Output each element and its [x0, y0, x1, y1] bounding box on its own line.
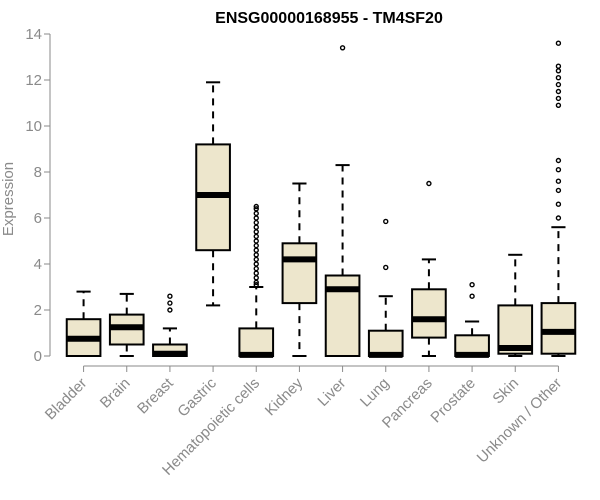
box-hematopoietic-cells	[238, 203, 275, 358]
box-breast	[152, 293, 188, 357]
box-iqr	[367, 329, 404, 358]
x-tick-label: Skin	[489, 375, 522, 408]
box-bladder	[65, 290, 102, 358]
outlier-point	[469, 293, 475, 299]
box-iqr	[540, 302, 577, 355]
outlier-point	[555, 63, 562, 69]
outlier-point	[555, 157, 562, 164]
outlier-point	[253, 229, 259, 235]
box-kidney	[281, 182, 318, 357]
outlier-point	[253, 210, 259, 217]
box-skin	[497, 253, 534, 357]
outlier-point	[253, 270, 259, 276]
outlier-point	[167, 307, 173, 313]
outlier-point	[253, 282, 259, 288]
box-lung	[367, 218, 404, 358]
box-iqr	[238, 327, 275, 357]
box-liver	[324, 45, 361, 357]
x-tick-label: Breast	[134, 374, 177, 417]
outlier-point	[426, 180, 432, 187]
outlier-point	[383, 218, 389, 225]
y-tick-label: 2	[34, 302, 42, 319]
box-iqr	[281, 242, 318, 305]
y-tick-label: 10	[25, 118, 42, 135]
y-tick-label: 14	[25, 26, 42, 43]
outlier-point	[167, 293, 173, 299]
y-tick-label: 12	[25, 72, 42, 89]
y-tick-label: 8	[34, 164, 42, 181]
box-brain	[108, 292, 145, 357]
outlier-point	[383, 264, 389, 271]
outlier-point	[253, 247, 259, 253]
outlier-point	[253, 275, 259, 281]
y-tick-label: 0	[34, 348, 42, 365]
y-axis: 0 2 4 6 8 10 12 14	[25, 26, 51, 365]
box-pancreas	[411, 180, 447, 357]
chart-title: ENSG00000168955 - TM4SF20	[215, 10, 443, 27]
outlier-point	[555, 201, 562, 207]
outlier-point	[253, 224, 259, 230]
box-prostate	[454, 282, 490, 358]
outlier-point	[253, 242, 259, 249]
outlier-point	[555, 95, 562, 102]
outlier-point	[253, 233, 259, 240]
y-tick-label: 6	[34, 210, 42, 227]
outlier-point	[253, 206, 259, 212]
outlier-point	[253, 265, 259, 272]
x-tick-label: Prostate	[427, 375, 479, 427]
x-tick-label: Bladder	[42, 375, 91, 424]
outlier-point	[253, 238, 259, 244]
outlier-point	[253, 215, 259, 221]
outlier-point	[555, 88, 562, 95]
outlier-point	[555, 178, 562, 184]
outlier-point	[555, 187, 562, 194]
box-unknown-other	[540, 40, 577, 357]
outlier-point	[555, 215, 562, 221]
outlier-point	[253, 203, 259, 210]
y-axis-label: Expression	[0, 162, 17, 236]
outlier-point	[253, 252, 259, 258]
outlier-point	[253, 219, 259, 226]
outlier-point	[469, 282, 475, 288]
outlier-point	[167, 300, 173, 306]
outlier-point	[555, 102, 562, 109]
x-tick-label: Lung	[357, 375, 393, 411]
outlier-point	[555, 74, 562, 81]
outlier-point	[555, 68, 562, 74]
outlier-point	[555, 81, 562, 88]
box-gastric	[195, 81, 231, 307]
y-tick-label: 4	[34, 256, 42, 273]
outlier-point	[339, 45, 346, 51]
boxes	[65, 40, 577, 358]
x-tick-label: Kidney	[262, 374, 307, 419]
outlier-point	[253, 256, 259, 263]
x-tick-label: Liver	[314, 375, 349, 410]
x-tick-label: Brain	[97, 375, 134, 412]
outlier-point	[253, 261, 259, 267]
box-iqr	[411, 288, 447, 339]
outlier-point	[555, 166, 562, 173]
outlier-point	[555, 40, 562, 46]
